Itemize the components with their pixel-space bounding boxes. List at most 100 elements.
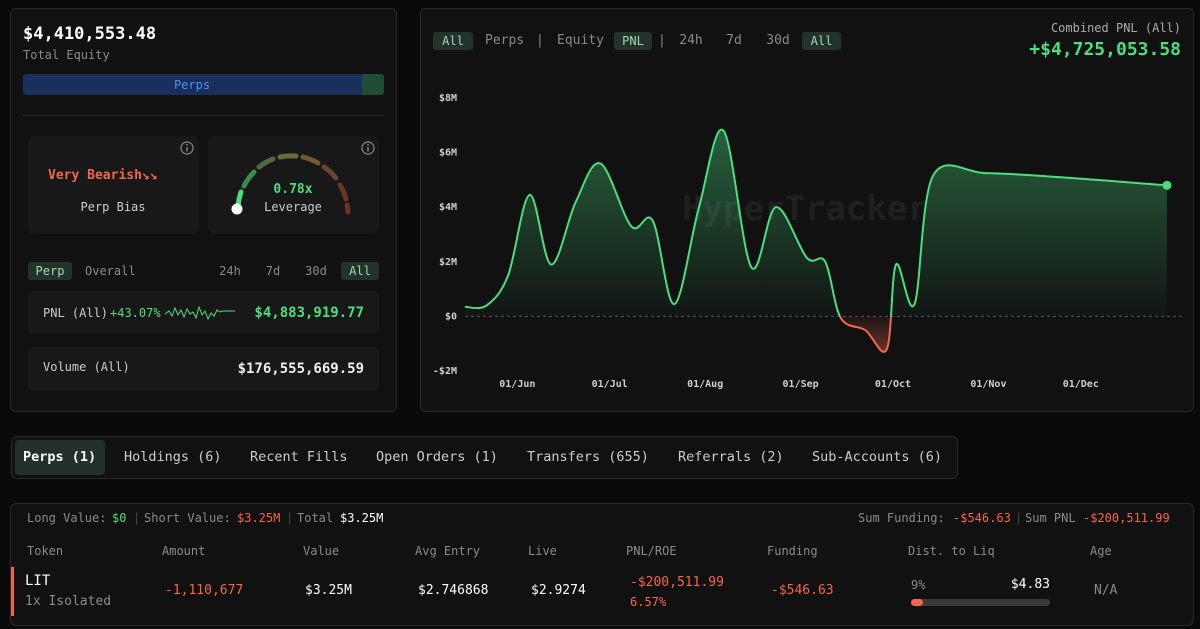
bias-label: Perp Bias: [80, 200, 146, 214]
info-icon[interactable]: [361, 141, 375, 155]
chart-tab[interactable]: Equity: [557, 33, 604, 48]
summary-value: -$200,511.99: [1083, 511, 1170, 525]
x-tick-label: 01/Oct: [875, 379, 911, 390]
summary-label: Short Value:: [144, 511, 231, 525]
pnl-value: $4,883,919.77: [254, 305, 364, 321]
summary-value: $3.25M: [237, 511, 281, 525]
chart-tab[interactable]: All: [433, 32, 473, 50]
y-tick-label: -$2M: [433, 366, 457, 377]
active-tab-bg: [15, 440, 105, 475]
tab[interactable]: Perps (1): [23, 449, 97, 465]
summary-label: Total: [297, 511, 334, 525]
volume-label: Volume (All): [43, 360, 130, 374]
combined-label: Combined PNL (All): [1050, 21, 1181, 35]
summary-label: Long Value:: [27, 511, 107, 525]
summary-value: $0: [112, 511, 127, 525]
chart-tab[interactable]: Perps: [485, 33, 525, 48]
total-equity-value: $4,410,553.48: [23, 24, 157, 44]
tab[interactable]: Holdings (6): [124, 449, 222, 465]
y-tick-label: $2M: [439, 257, 457, 268]
dist-to-liq: 9%: [911, 578, 926, 592]
perf-range[interactable]: 7d: [265, 264, 281, 278]
perf-range[interactable]: All: [341, 262, 379, 280]
separator: |: [658, 33, 666, 48]
table-header: Amount: [162, 544, 206, 558]
last-point: [1162, 180, 1172, 190]
funding: -$546.63: [771, 583, 834, 598]
table-header: Value: [303, 544, 340, 558]
equity-bar-perps: [23, 74, 362, 95]
divider: [23, 115, 384, 116]
info-icon[interactable]: [180, 141, 194, 155]
live-price: $2.9274: [531, 583, 586, 598]
tab[interactable]: Sub-Accounts (6): [812, 449, 943, 465]
short-indicator: [11, 567, 14, 616]
pnl-area: [465, 129, 1167, 352]
liq-bar-track: [911, 599, 1050, 606]
separator: |: [536, 33, 544, 48]
tab[interactable]: Referrals (2): [678, 449, 784, 465]
table-header: Live: [528, 544, 557, 558]
y-tick-label: $8M: [439, 93, 457, 104]
chart-range[interactable]: 7d: [726, 33, 742, 48]
x-tick-label: 01/Aug: [687, 379, 723, 390]
y-tick-label: $0: [445, 311, 457, 322]
chart-range[interactable]: All: [802, 32, 841, 50]
tab[interactable]: Transfers (655): [527, 449, 649, 465]
combined-value: +$4,725,053.58: [1029, 39, 1181, 60]
perf-range[interactable]: 24h: [219, 264, 241, 278]
table-header: Age: [1090, 544, 1112, 558]
table-header: Dist. to Liq: [908, 544, 995, 558]
bias-value: Very Bearish↘↘: [48, 168, 158, 183]
separator: |: [286, 511, 294, 525]
tab[interactable]: Recent Fills: [250, 449, 348, 465]
summary-label: Sum Funding:: [858, 511, 945, 525]
tab-bar: [11, 436, 958, 479]
leverage-gauge: [231, 153, 351, 215]
leverage-value: 0.78x: [273, 182, 313, 197]
pnl-sparkline: [165, 305, 235, 321]
pnl-line: [464, 128, 1168, 353]
total-equity-label: Total Equity: [23, 48, 110, 62]
separator: |: [1015, 511, 1023, 525]
leverage-label: Leverage: [264, 200, 322, 214]
chart-range[interactable]: 24h: [679, 33, 703, 48]
avg-entry: $2.746868: [418, 583, 489, 598]
liq-bar-fill: [911, 599, 923, 606]
equity-bar-other: [362, 74, 384, 95]
perf-range[interactable]: 30d: [305, 264, 327, 278]
volume-value: $176,555,669.59: [237, 361, 364, 377]
x-tick-label: 01/Jun: [499, 379, 535, 390]
tab[interactable]: Open Orders (1): [376, 449, 498, 465]
x-tick-label: 01/Jul: [592, 379, 628, 390]
y-tick-label: $6M: [439, 148, 457, 159]
x-tick-label: 01/Dec: [1063, 379, 1099, 390]
leverage-card: [208, 136, 379, 234]
y-tick-label: $4M: [439, 202, 457, 213]
chart-range[interactable]: 30d: [766, 33, 790, 48]
table-header: Token: [27, 544, 64, 558]
perf-tab[interactable]: Perp: [28, 262, 72, 280]
separator: |: [133, 511, 141, 525]
volume-card: [28, 347, 379, 391]
summary-value: $3.25M: [340, 511, 384, 525]
table-header: PNL/ROE: [626, 544, 677, 558]
table-header: Funding: [767, 544, 818, 558]
perf-tab[interactable]: Overall: [85, 264, 136, 278]
x-tick-label: 01/Nov: [970, 379, 1006, 390]
summary-value: -$546.63: [953, 511, 1011, 525]
bias-card: [28, 136, 199, 234]
liq-price: $4.83: [1010, 577, 1050, 592]
table-header: Avg Entry: [415, 544, 481, 558]
token[interactable]: LIT: [25, 573, 51, 589]
chart-tab[interactable]: PNL: [614, 32, 652, 50]
age: N/A: [1094, 583, 1118, 598]
roe: 6.57%: [630, 595, 667, 609]
pnl: -$200,511.99: [630, 575, 724, 590]
amount: -1,110,677: [165, 583, 244, 598]
equity-bar-label: Perps: [173, 78, 211, 92]
x-tick-label: 01/Sep: [783, 379, 819, 390]
summary-label: Sum PNL: [1025, 511, 1076, 525]
